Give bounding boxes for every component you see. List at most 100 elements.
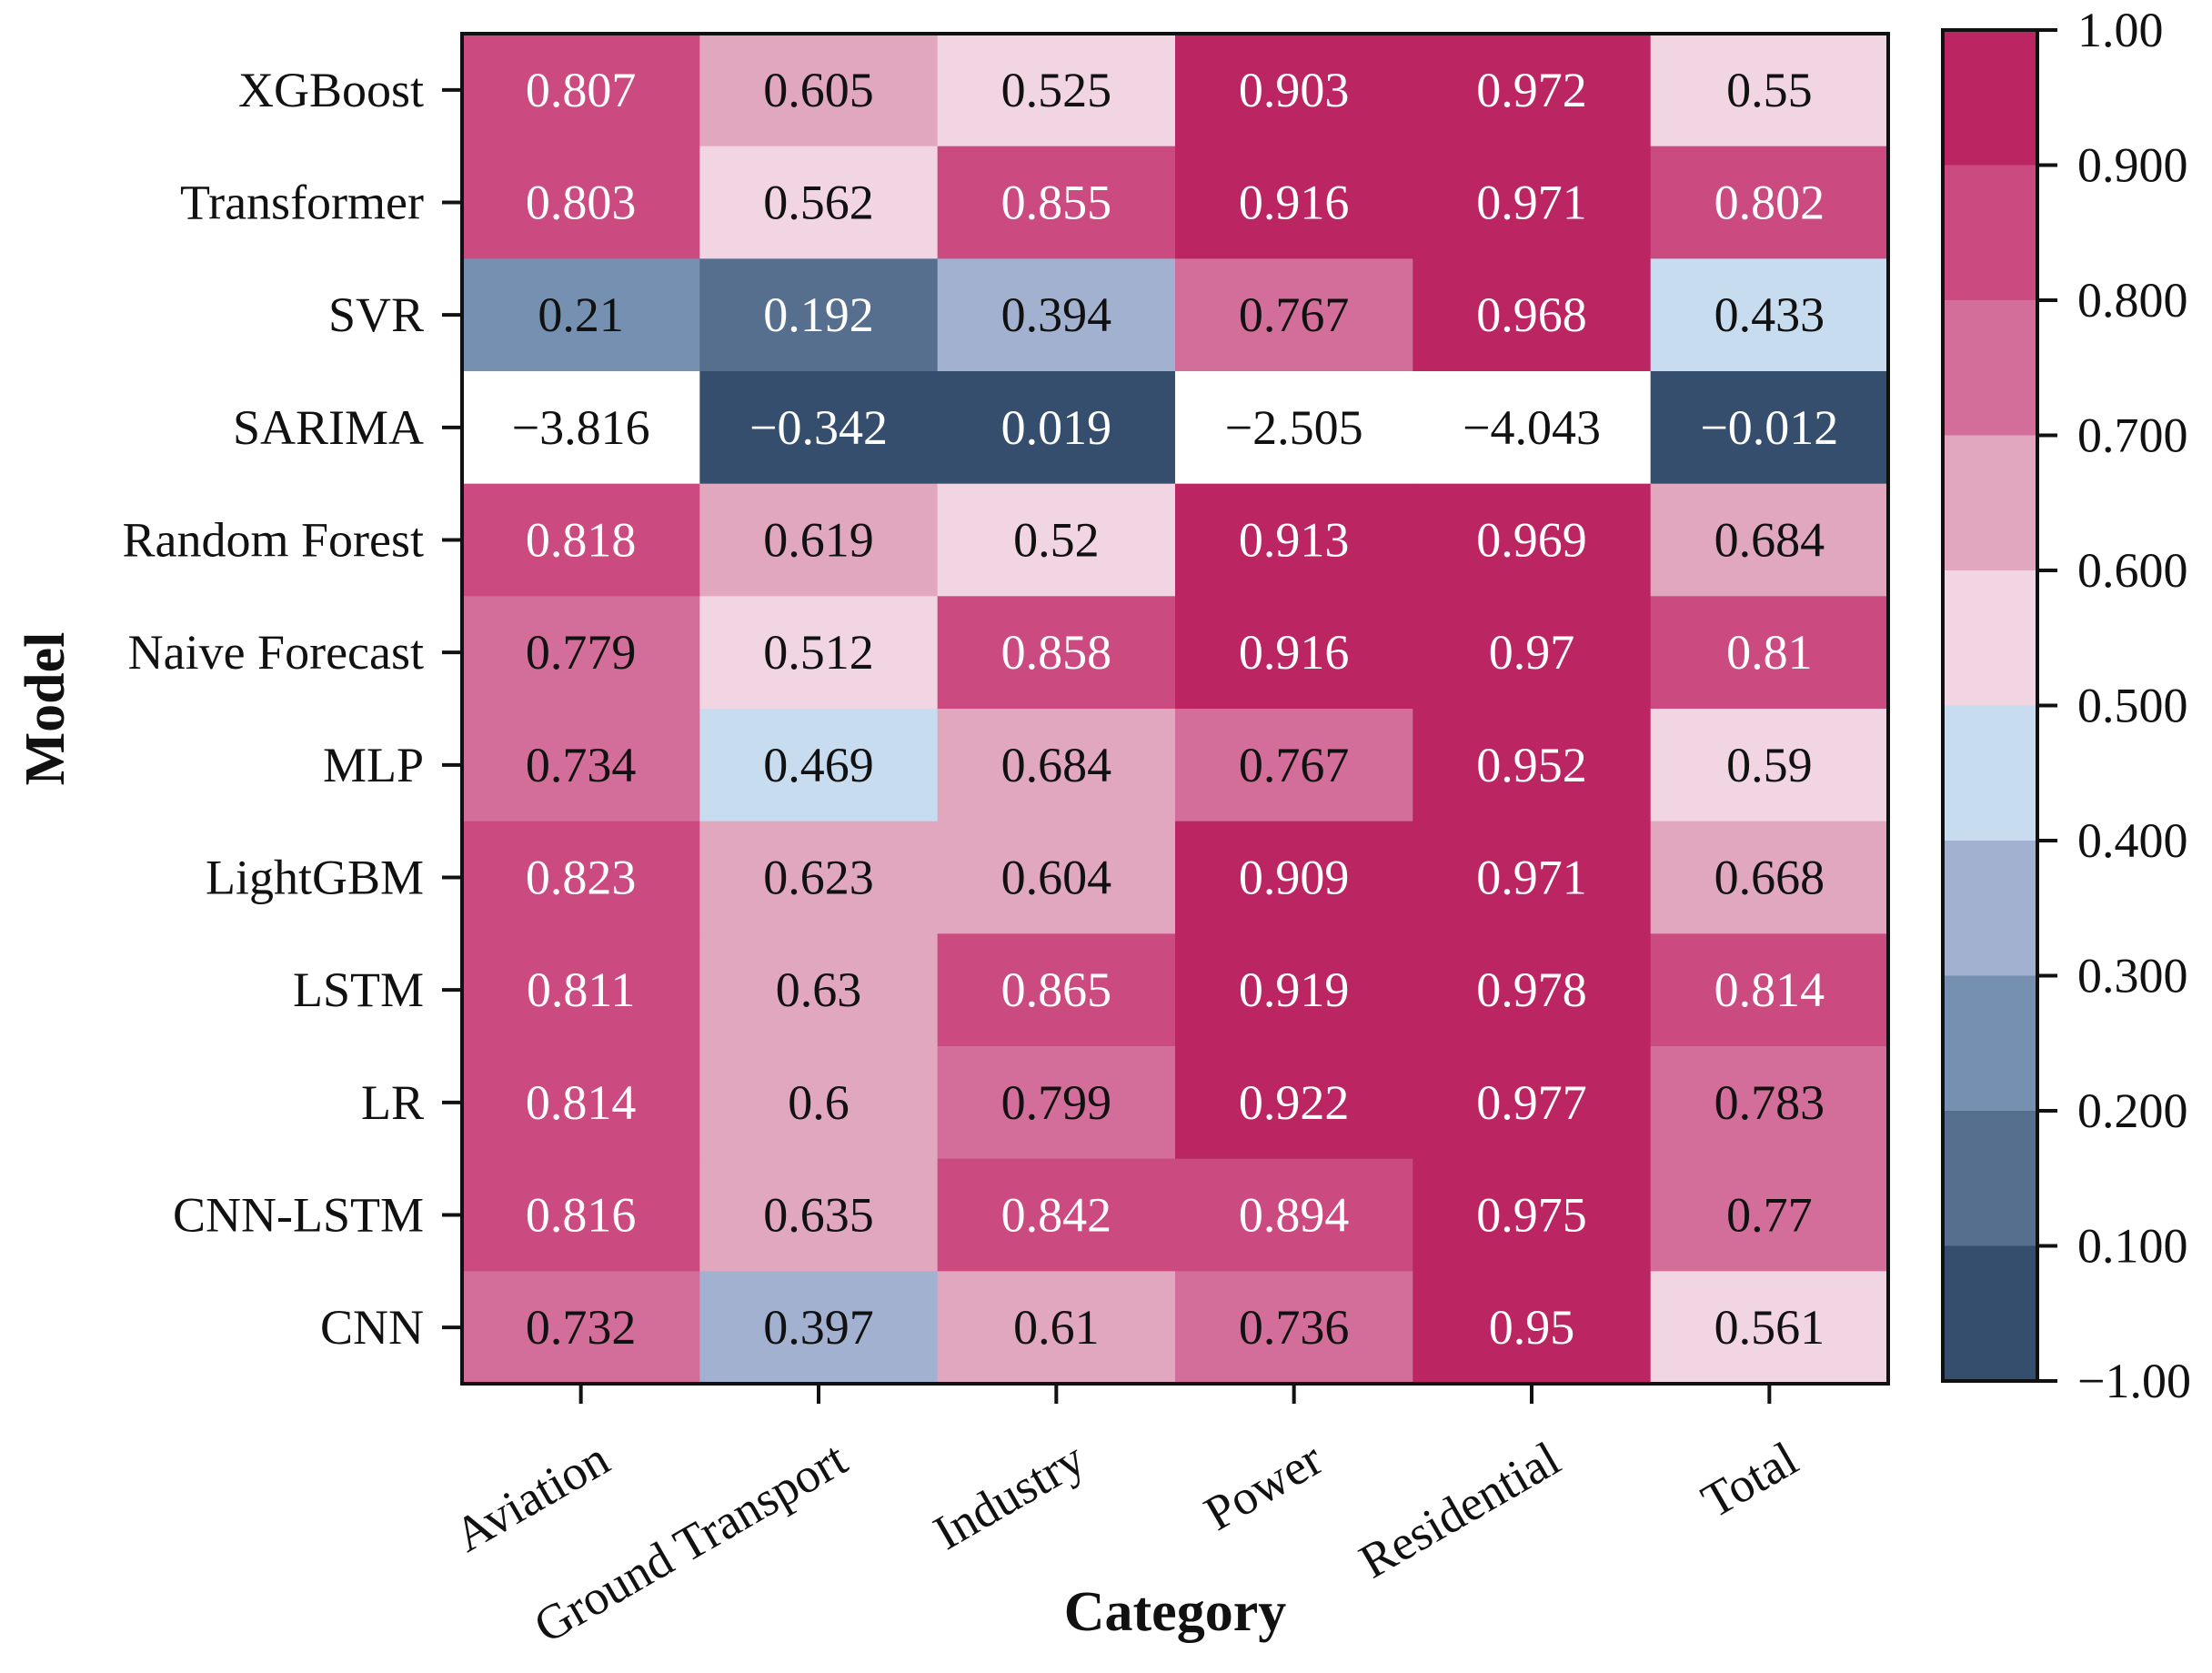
heatmap-cell-label: 0.525 — [1001, 63, 1112, 117]
heatmap-cell-label: 0.736 — [1239, 1300, 1350, 1355]
colorbar-band — [1943, 975, 2037, 1112]
heatmap-cell — [1650, 371, 1889, 485]
heatmap-cell — [699, 596, 939, 710]
heatmap-cell — [937, 371, 1176, 485]
heatmap-cell — [1650, 1046, 1889, 1160]
heatmap-cell-label: 0.916 — [1239, 176, 1350, 230]
heatmap-cell-label: 0.972 — [1476, 63, 1587, 117]
heatmap-cell — [1175, 821, 1413, 934]
colorbar-band — [1943, 30, 2037, 166]
heatmap-cell-label: 0.802 — [1714, 176, 1825, 230]
y-tick-label: XGBoost — [238, 63, 424, 117]
heatmap-cell-label: 0.59 — [1726, 738, 1813, 792]
heatmap-cell-label: 0.433 — [1714, 287, 1825, 342]
heatmap-cell — [699, 1158, 939, 1272]
heatmap-cell-label: 0.855 — [1001, 176, 1112, 230]
heatmap-cell-label: 0.63 — [776, 962, 862, 1017]
heatmap-cell — [1175, 1158, 1413, 1272]
heatmap-cell-label: 0.894 — [1239, 1188, 1350, 1243]
heatmap-cell-label: 0.969 — [1476, 513, 1587, 568]
heatmap-cell — [462, 596, 700, 710]
colorbar-tick-label: 0.500 — [2077, 679, 2188, 733]
heatmap-cell-label: 0.562 — [763, 176, 874, 230]
heatmap-cell — [1175, 933, 1413, 1047]
heatmap-cell-label: 0.818 — [526, 513, 637, 568]
heatmap-cell — [1650, 258, 1889, 372]
heatmap-cell-label: 0.6 — [788, 1075, 850, 1130]
heatmap-cell-label: 0.734 — [526, 738, 637, 792]
x-tick-label: Industry — [924, 1431, 1093, 1560]
heatmap-cell — [937, 709, 1176, 822]
colorbar-tick-label: 0.100 — [2077, 1219, 2188, 1274]
heatmap-cell — [462, 709, 700, 822]
y-tick-label: Transformer — [180, 176, 424, 230]
y-tick-label: CNN — [320, 1300, 424, 1355]
colorbar-tick-label: 0.900 — [2077, 138, 2188, 193]
heatmap-cell — [1413, 1158, 1652, 1272]
heatmap-cell-label: 0.971 — [1476, 851, 1587, 905]
y-tick-label: LR — [361, 1075, 424, 1130]
heatmap-cell-label: 0.779 — [526, 625, 637, 680]
heatmap-cell — [1650, 1271, 1889, 1385]
colorbar-tick-label: 0.800 — [2077, 273, 2188, 328]
heatmap-cell — [937, 34, 1176, 147]
heatmap-cell — [699, 709, 939, 822]
heatmap-cell — [937, 146, 1176, 259]
colorbar-band — [1943, 1245, 2037, 1382]
heatmap-cell — [1413, 146, 1652, 259]
colorbar-tick-label: −1.00 — [2077, 1354, 2191, 1408]
y-tick-label: SVR — [328, 287, 424, 342]
heatmap-cell — [462, 146, 700, 259]
heatmap-cell — [1413, 596, 1652, 710]
heatmap-cell-label: 0.971 — [1476, 176, 1587, 230]
heatmap-cell — [1175, 258, 1413, 372]
heatmap-cell — [699, 371, 939, 485]
heatmap-cell-label: 0.684 — [1001, 738, 1112, 792]
heatmap-cell-label: 0.732 — [526, 1300, 637, 1355]
y-axis: XGBoost Transformer SVR SARIMA Random Forest… — [123, 63, 462, 1355]
heatmap-cell-label: 0.916 — [1239, 625, 1350, 680]
heatmap-cell-label: 0.842 — [1001, 1188, 1112, 1243]
heatmap-cell-label: 0.397 — [763, 1300, 874, 1355]
y-tick-label: MLP — [323, 738, 424, 792]
heatmap-cell — [1650, 34, 1889, 147]
heatmap-cell — [699, 258, 939, 372]
heatmap-cell — [937, 258, 1176, 372]
heatmap-cell-label: 0.561 — [1714, 1300, 1825, 1355]
heatmap-cell-label: 0.668 — [1714, 851, 1825, 905]
heatmap-cell — [1175, 596, 1413, 710]
heatmap-cell — [1413, 1271, 1652, 1385]
heatmap-cell-label: 0.799 — [1001, 1075, 1112, 1130]
heatmap-cell — [699, 483, 939, 597]
heatmap-cell — [937, 596, 1176, 710]
x-tick-label: Residential — [1351, 1431, 1569, 1588]
heatmap-cell-label: 0.783 — [1714, 1075, 1825, 1130]
heatmap-cell — [462, 821, 700, 934]
heatmap-cell — [937, 1046, 1176, 1160]
heatmap-cell-label: 0.903 — [1239, 63, 1350, 117]
heatmap-cell — [1650, 596, 1889, 710]
heatmap-cell — [1175, 146, 1413, 259]
heatmap-cell-label: 0.95 — [1489, 1300, 1575, 1355]
heatmap-cell-label: −2.505 — [1225, 400, 1363, 455]
heatmap-cell — [1413, 821, 1652, 934]
heatmap-cell — [937, 483, 1176, 597]
colorbar-tick-label: 0.600 — [2077, 543, 2188, 598]
heatmap-cell-label: 0.977 — [1476, 1075, 1587, 1130]
heatmap-cell — [1650, 821, 1889, 934]
heatmap-cell-label: 0.604 — [1001, 851, 1112, 905]
heatmap-cell — [462, 933, 700, 1047]
heatmap-cell-label: 0.952 — [1476, 738, 1587, 792]
heatmap-cell — [699, 146, 939, 259]
heatmap-cell-label: 0.469 — [763, 738, 874, 792]
colorbar-band — [1943, 165, 2037, 301]
heatmap-cell — [1175, 709, 1413, 822]
heatmap-cell-label: 0.623 — [763, 851, 874, 905]
heatmap-cell — [462, 1271, 700, 1385]
heatmap-cell — [1413, 371, 1652, 485]
heatmap-cell — [1175, 483, 1413, 597]
heatmap-cell — [1650, 709, 1889, 822]
heatmap-cell-label: 0.814 — [526, 1075, 637, 1130]
y-tick-label: SARIMA — [233, 400, 424, 455]
heatmap-cell — [1175, 371, 1413, 485]
